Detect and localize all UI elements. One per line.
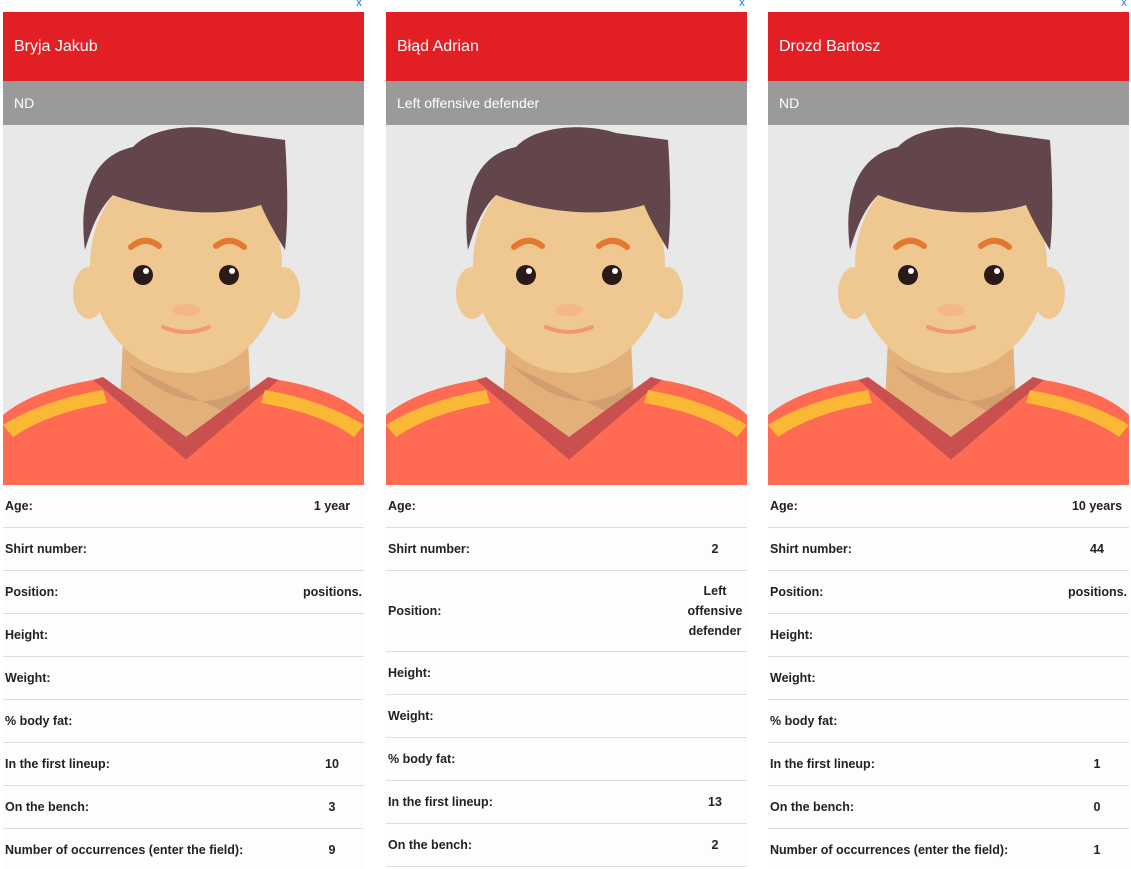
stat-label: Shirt number: bbox=[5, 542, 87, 556]
stat-row: Height: bbox=[768, 614, 1129, 657]
stat-value: 13 bbox=[708, 795, 722, 809]
player-card: x Drozd Bartosz ND Age: 10 years Shirt n… bbox=[768, 0, 1129, 869]
stat-value bbox=[303, 711, 364, 731]
stat-row: % body fat: bbox=[386, 738, 747, 781]
stat-value: 0 bbox=[1093, 800, 1101, 814]
stat-label: On the bench: bbox=[388, 838, 473, 852]
stat-label: Shirt number: bbox=[770, 542, 852, 556]
player-position-header: ND bbox=[768, 81, 1129, 125]
stat-value: 2 bbox=[711, 542, 719, 556]
stat-row: Position: Left offensive defender bbox=[386, 571, 747, 652]
stat-value: 1 bbox=[1093, 843, 1101, 857]
stat-row: Position: positions. bbox=[3, 571, 364, 614]
stats-list: Age: 1 year Shirt number: Position: posi… bbox=[3, 485, 364, 869]
stat-row: Height: bbox=[386, 652, 747, 695]
stats-list: Age: Shirt number: 2 Position: Left offe… bbox=[386, 485, 747, 867]
stat-label: Age: bbox=[5, 499, 33, 513]
stat-label: Position: bbox=[5, 585, 59, 599]
stat-row: Weight: bbox=[3, 657, 364, 700]
stat-value: Left offensive defender bbox=[687, 584, 743, 638]
stat-label: Number of occurrences (enter the field): bbox=[5, 843, 244, 857]
stat-row: On the bench: 3 bbox=[3, 786, 364, 829]
player-avatar-icon bbox=[386, 125, 747, 485]
stat-label: In the first lineup: bbox=[5, 757, 110, 771]
stat-value bbox=[686, 749, 747, 769]
stat-row: Shirt number: bbox=[3, 528, 364, 571]
stat-label: Weight: bbox=[388, 709, 434, 723]
stat-value: 9 bbox=[328, 843, 336, 857]
stat-value: 3 bbox=[328, 800, 336, 814]
stat-row: In the first lineup: 1 bbox=[768, 743, 1129, 786]
stat-value: 1 year bbox=[313, 499, 351, 513]
stat-value: 1 bbox=[1093, 757, 1101, 771]
player-avatar-icon bbox=[3, 125, 364, 485]
stat-value bbox=[303, 668, 364, 688]
stat-label: Weight: bbox=[5, 671, 51, 685]
stat-row: Shirt number: 2 bbox=[386, 528, 747, 571]
stat-value bbox=[1068, 625, 1129, 645]
stat-row: In the first lineup: 13 bbox=[386, 781, 747, 824]
stat-label: % body fat: bbox=[388, 752, 456, 766]
stat-label: Height: bbox=[388, 666, 432, 680]
stat-row: On the bench: 0 bbox=[768, 786, 1129, 829]
stat-label: On the bench: bbox=[5, 800, 90, 814]
stat-label: In the first lineup: bbox=[770, 757, 875, 771]
stat-row: Age: bbox=[386, 485, 747, 528]
stat-value bbox=[686, 496, 747, 516]
close-icon[interactable]: x bbox=[739, 0, 745, 9]
stat-row: % body fat: bbox=[768, 700, 1129, 743]
stat-label: On the bench: bbox=[770, 800, 855, 814]
stat-label: Shirt number: bbox=[388, 542, 470, 556]
player-avatar-icon bbox=[768, 125, 1129, 485]
stat-row: Shirt number: 44 bbox=[768, 528, 1129, 571]
player-card: x Błąd Adrian Left offensive defender Ag… bbox=[386, 0, 747, 867]
stat-value bbox=[1068, 668, 1129, 688]
stat-value bbox=[303, 625, 364, 645]
stat-label: % body fat: bbox=[770, 714, 838, 728]
stat-row: Weight: bbox=[768, 657, 1129, 700]
stat-value: 44 bbox=[1090, 542, 1104, 556]
stat-value bbox=[686, 706, 747, 726]
player-name: Drozd Bartosz bbox=[768, 12, 1129, 81]
stat-row: Age: 1 year bbox=[3, 485, 364, 528]
stat-label: Position: bbox=[770, 585, 824, 599]
stat-row: % body fat: bbox=[3, 700, 364, 743]
stat-label: Weight: bbox=[770, 671, 816, 685]
stat-value bbox=[303, 539, 364, 559]
stat-row: In the first lineup: 10 bbox=[3, 743, 364, 786]
stat-label: % body fat: bbox=[5, 714, 73, 728]
stat-value bbox=[1068, 711, 1129, 731]
stat-label: In the first lineup: bbox=[388, 795, 493, 809]
player-name: Bryja Jakub bbox=[3, 12, 364, 81]
close-icon[interactable]: x bbox=[356, 0, 362, 9]
player-name: Błąd Adrian bbox=[386, 12, 747, 81]
player-card: x Bryja Jakub ND Age: 1 year Shirt numbe… bbox=[3, 0, 364, 869]
stat-value: 10 bbox=[325, 757, 339, 771]
stat-value bbox=[686, 663, 747, 683]
player-position-header: Left offensive defender bbox=[386, 81, 747, 125]
stat-label: Age: bbox=[770, 499, 798, 513]
stat-value: 2 bbox=[711, 838, 719, 852]
stat-row: Number of occurrences (enter the field):… bbox=[768, 829, 1129, 869]
stat-row: Position: positions. bbox=[768, 571, 1129, 614]
stats-list: Age: 10 years Shirt number: 44 Position:… bbox=[768, 485, 1129, 869]
stat-row: Age: 10 years bbox=[768, 485, 1129, 528]
stat-row: On the bench: 2 bbox=[386, 824, 747, 867]
stat-row: Weight: bbox=[386, 695, 747, 738]
stat-row: Number of occurrences (enter the field):… bbox=[3, 829, 364, 869]
stat-label: Height: bbox=[5, 628, 49, 642]
stat-label: Age: bbox=[388, 499, 416, 513]
stat-label: Position: bbox=[388, 604, 442, 618]
stat-row: Height: bbox=[3, 614, 364, 657]
stat-label: Height: bbox=[770, 628, 814, 642]
stat-value: 10 years bbox=[1071, 499, 1123, 513]
stat-label: Number of occurrences (enter the field): bbox=[770, 843, 1009, 857]
stat-value: positions. bbox=[1068, 585, 1128, 599]
close-icon[interactable]: x bbox=[1121, 0, 1127, 9]
player-position-header: ND bbox=[3, 81, 364, 125]
stat-value: positions. bbox=[303, 585, 363, 599]
